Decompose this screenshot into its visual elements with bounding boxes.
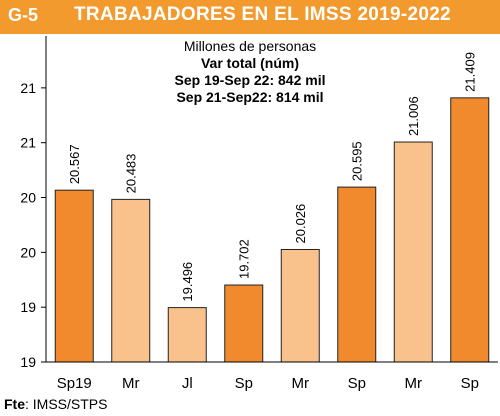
bar bbox=[111, 198, 151, 363]
y-tick-label: 20 bbox=[20, 244, 36, 260]
annotation-heading: Var total (núm) bbox=[201, 55, 299, 71]
annotation-line-2: Sep 21-Sep22: 814 mil bbox=[176, 89, 323, 105]
bar-value-label: 20.595 bbox=[350, 141, 365, 181]
bar-value-label: 19.702 bbox=[237, 239, 252, 279]
y-tick-label: 19 bbox=[20, 354, 36, 370]
bar-value-label: 20.026 bbox=[293, 204, 308, 244]
source-prefix: Fte bbox=[4, 396, 25, 412]
x-category-label: Mr bbox=[405, 375, 423, 392]
chart-subtitle: Millones de personas bbox=[184, 38, 316, 54]
x-category-label: Mr bbox=[122, 375, 140, 392]
bar-chart: 19 19 20 20 21 21 20.567 20.483 19.496 19.702 20.… bbox=[20, 36, 498, 392]
y-tick-label: 21 bbox=[20, 80, 36, 96]
bar-value-label: 21.409 bbox=[463, 52, 478, 92]
bar bbox=[450, 97, 490, 363]
x-category-label: Sp bbox=[235, 375, 253, 392]
chart-title: TRABAJADORES EN EL IMSS 2019-2022 bbox=[74, 4, 452, 25]
bar-value-label: 20.483 bbox=[124, 154, 139, 194]
bar bbox=[224, 284, 264, 363]
bar-value-label: 21.006 bbox=[406, 96, 421, 136]
x-category-label: Sp bbox=[348, 375, 366, 392]
y-tick-label: 21 bbox=[20, 135, 36, 151]
x-category-label: Sp19 bbox=[57, 375, 92, 392]
chart-code: G-5 bbox=[8, 5, 39, 25]
bar bbox=[337, 186, 377, 363]
x-category-label: Jl bbox=[182, 375, 193, 392]
bar-value-label: 20.567 bbox=[67, 144, 82, 184]
y-tick-label: 20 bbox=[20, 190, 36, 206]
x-category-label: Mr bbox=[292, 375, 310, 392]
x-category-label: Sp bbox=[461, 375, 479, 392]
bar bbox=[280, 248, 320, 363]
source-note: Fte: IMSS/STPS bbox=[4, 396, 107, 412]
bar bbox=[167, 307, 207, 363]
y-tick-label: 19 bbox=[20, 299, 36, 315]
source-text: : IMSS/STPS bbox=[25, 396, 108, 412]
bar-value-label: 19.496 bbox=[180, 262, 195, 302]
header-bar: G-5 TRABAJADORES EN EL IMSS 2019-2022 bbox=[0, 0, 500, 34]
bar bbox=[393, 141, 433, 363]
annotation-line-1: Sep 19-Sep 22: 842 mil bbox=[175, 72, 326, 88]
bar bbox=[54, 189, 94, 363]
